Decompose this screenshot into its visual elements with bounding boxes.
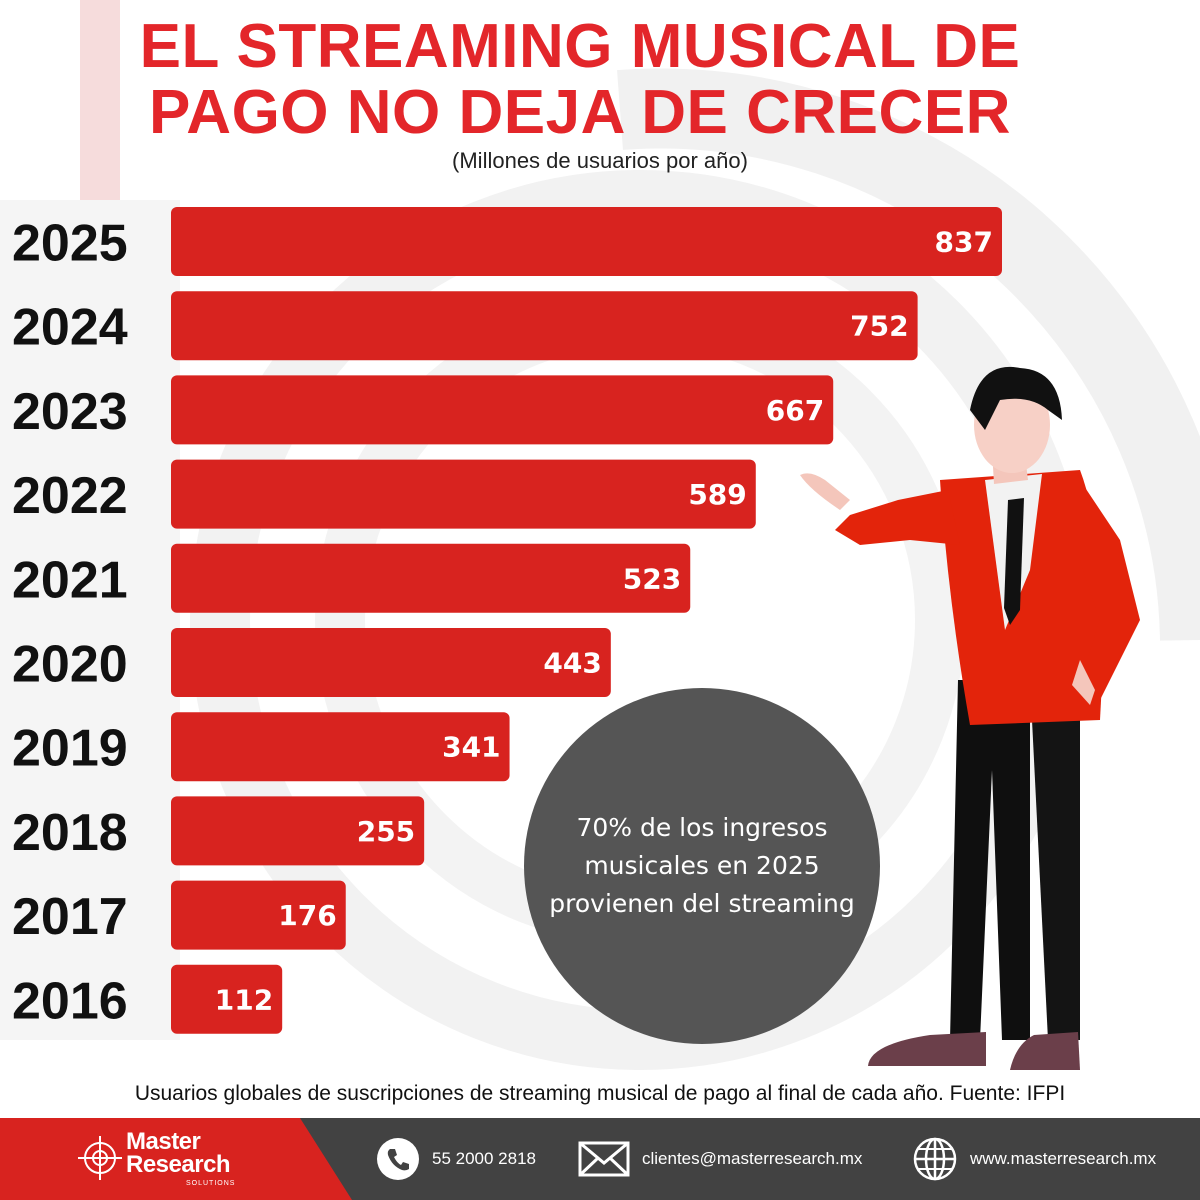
value-label-2018: 255 [357,815,415,848]
phone-contact[interactable]: 55 2000 2818 [376,1118,536,1200]
year-label-2017: 2017 [12,888,128,946]
email-contact[interactable]: clientes@masterresearch.mx [578,1118,862,1200]
globe-icon [913,1137,957,1181]
value-label-2017: 176 [278,899,336,932]
brand-logo[interactable]: Master Research SOLUTIONS [78,1128,278,1192]
trousers [950,680,1030,1040]
tie [1004,498,1024,625]
value-label-2022: 589 [688,478,746,511]
phone-number: 55 2000 2818 [432,1149,536,1168]
year-label-2020: 2020 [12,636,128,694]
bar-2018 [171,796,425,866]
bar-2017 [171,880,346,950]
callout-text: 70% de los ingresos musicales en 2025 pr… [549,813,855,918]
bar-2022 [171,459,756,529]
title-line-2: PAGO NO DEJA DE CRECER [149,78,1011,147]
value-label-2025: 837 [935,226,993,259]
source-footnote: Usuarios globales de suscripciones de st… [134,1082,1066,1105]
left-shoe [868,1032,986,1066]
bar-2019 [171,712,510,782]
brand-sub: SOLUTIONS [186,1180,236,1187]
value-label-2016: 112 [215,983,273,1016]
bar-2021 [171,543,691,613]
envelope-icon [578,1141,630,1177]
value-label-2019: 341 [442,731,500,764]
year-label-2024: 2024 [12,299,128,357]
year-label-2025: 2025 [12,215,128,273]
presenter-illustration [800,366,1140,1070]
year-label-2016: 2016 [12,972,128,1030]
website-contact[interactable]: www.masterresearch.mx [912,1118,1156,1200]
year-label-2021: 2021 [12,551,128,609]
value-label-2024: 752 [850,310,908,343]
phone-icon [377,1138,419,1180]
hair [970,366,1062,430]
brand-line-2: Research [126,1151,231,1178]
bar-2024 [171,291,918,361]
year-label-2019: 2019 [12,720,128,778]
left-arm [835,490,960,545]
value-label-2020: 443 [543,647,601,680]
bar-2023 [171,375,834,445]
jacket [940,470,1103,725]
bar-2016 [171,964,283,1034]
right-arm [1080,480,1140,700]
callout-circle: 70% de los ingresos musicales en 2025 pr… [524,688,880,1044]
value-label-2023: 667 [766,394,824,427]
year-label-2023: 2023 [12,383,128,441]
value-label-2021: 523 [623,562,681,595]
footer-bar: Master Research SOLUTIONS 55 2000 2818 c… [0,1118,1200,1200]
bar-2025 [171,207,1002,276]
chart-title: EL STREAMING MUSICAL DE PAGO NO DEJA DE … [0,14,1160,146]
year-label-2022: 2022 [12,467,128,525]
year-label-2018: 2018 [12,804,128,862]
left-hand [800,473,850,510]
right-hand [1072,660,1095,705]
chart-subtitle: (Millones de usuarios por año) [452,148,748,173]
title-line-1: EL STREAMING MUSICAL DE [139,12,1021,81]
email-address: clientes@masterresearch.mx [642,1149,863,1168]
crosshair-icon [78,1136,122,1180]
bar-2020 [171,628,611,697]
brand-name: Master Research [126,1128,231,1178]
right-shoe [1010,1032,1080,1070]
website-url: www.masterresearch.mx [970,1149,1157,1168]
brand-line-1: Master [126,1128,201,1155]
